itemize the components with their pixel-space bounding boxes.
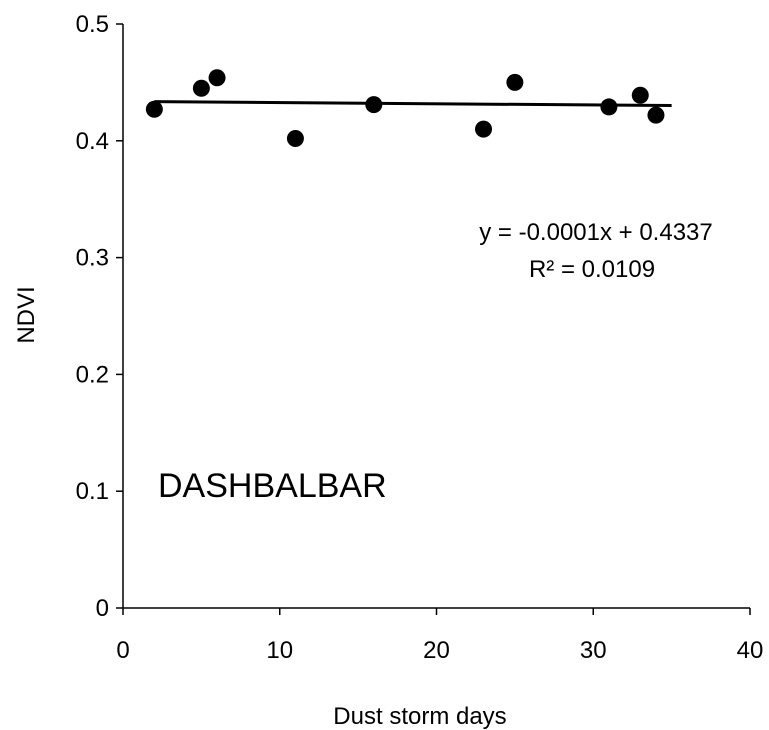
r-squared-label: R² = 0.0109 [529, 256, 655, 283]
data-point [208, 69, 226, 87]
x-tick-label: 30 [580, 637, 607, 664]
trendline [154, 100, 672, 108]
y-tick-label: 0.4 [76, 128, 109, 155]
data-point [475, 120, 493, 138]
trendline-group [154, 100, 672, 108]
y-tick-label: 0.1 [76, 478, 109, 505]
x-axis-title: Dust storm days [333, 703, 506, 730]
y-tick-label: 0.3 [76, 245, 109, 272]
data-point [647, 106, 665, 124]
data-point [631, 86, 649, 104]
trendline-equation: y = -0.0001x + 0.4337 [479, 219, 713, 246]
x-axis-ticks: 0 10 20 30 40 [116, 608, 763, 664]
y-tick-label: 0.5 [76, 11, 109, 38]
y-axis-title: NDVI [13, 286, 40, 343]
x-tick-label: 20 [423, 637, 450, 664]
x-tick-label: 0 [116, 637, 129, 664]
y-tick-label: 0.2 [76, 361, 109, 388]
x-tick-label: 40 [737, 637, 764, 664]
data-point [145, 100, 163, 118]
data-point [192, 79, 210, 97]
data-point [365, 96, 383, 114]
x-tick-label: 10 [266, 637, 293, 664]
station-label: DASHBALBAR [158, 467, 387, 505]
y-axis-ticks: 0 0.1 0.2 0.3 0.4 0.5 [76, 11, 123, 622]
data-point [600, 98, 618, 116]
data-point [286, 129, 304, 147]
data-points [145, 69, 665, 147]
y-tick-label: 0 [96, 595, 109, 622]
data-point [506, 73, 524, 91]
